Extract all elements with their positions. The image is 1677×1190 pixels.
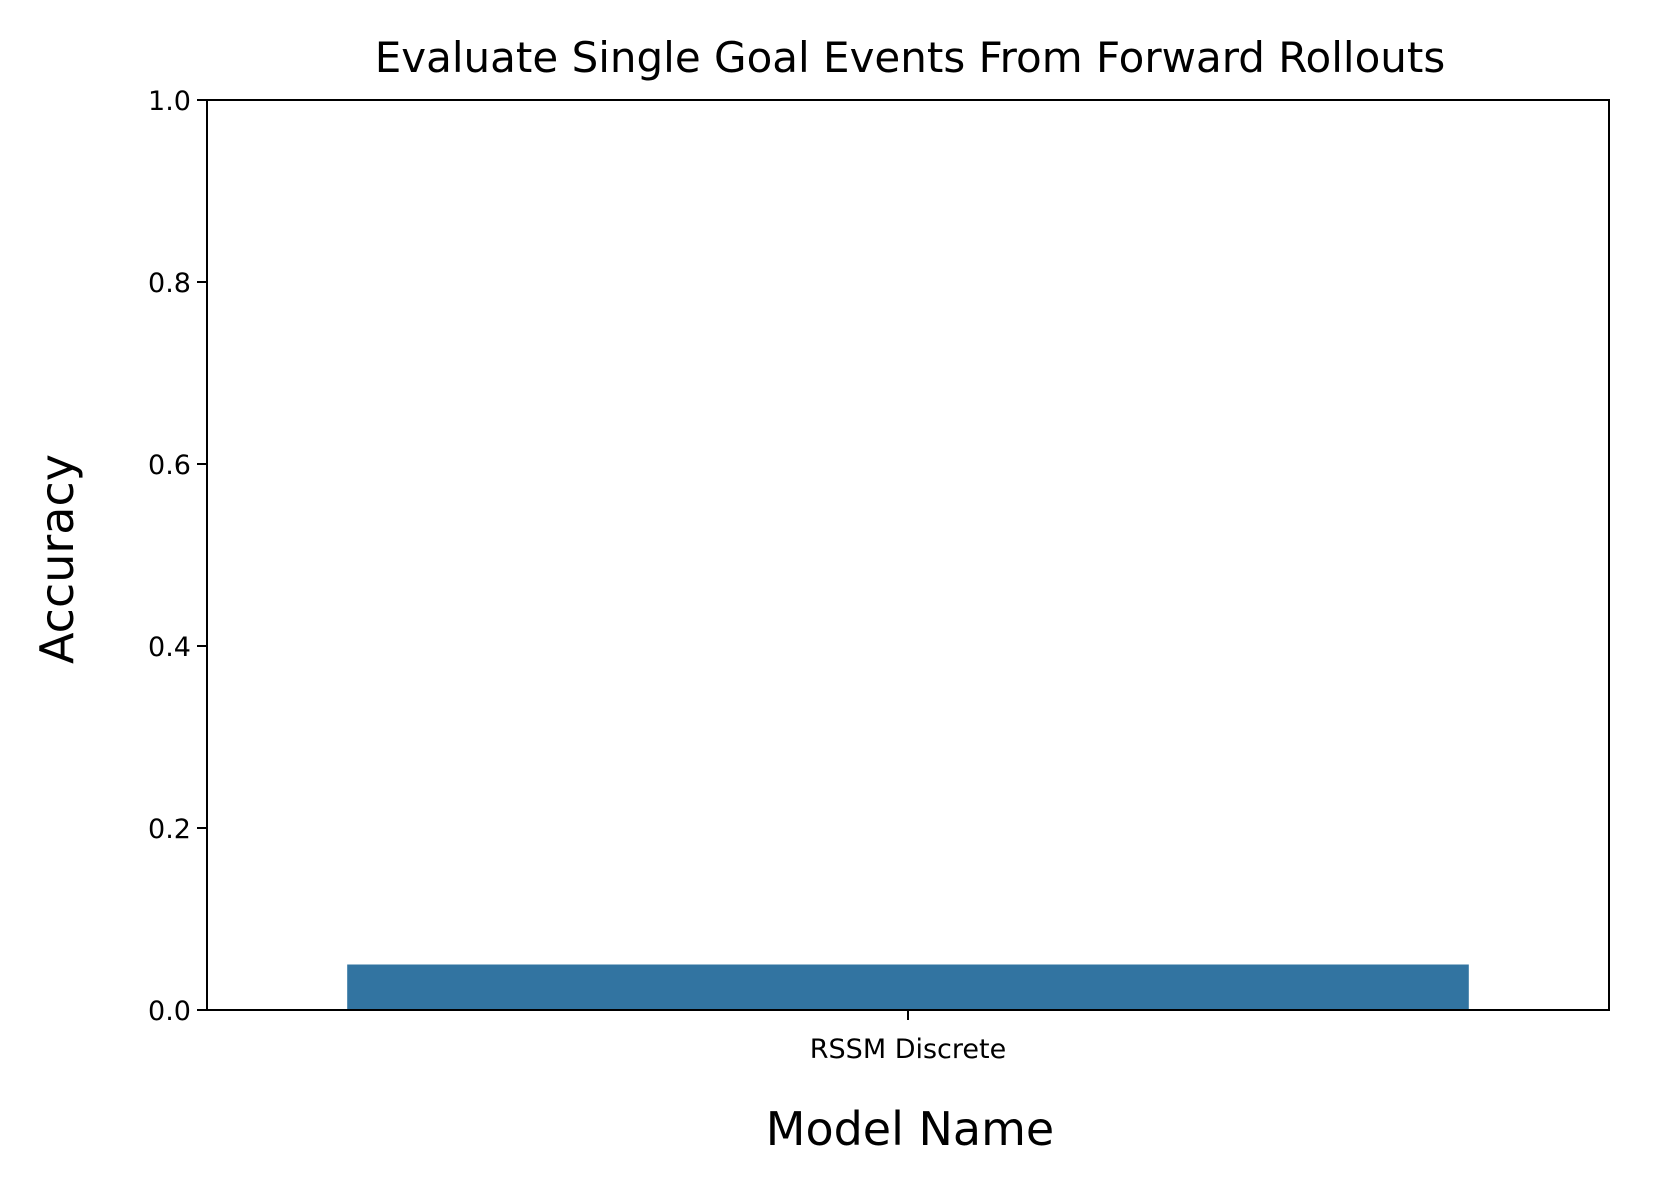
y-axis-label: Accuracy <box>30 454 84 664</box>
y-tick-label: 0.8 <box>148 268 191 299</box>
plot-area: RSSM Discrete 0.0 0.2 0.4 0.6 0.8 1.0 <box>148 86 1610 1065</box>
y-tick-label: 0.4 <box>148 632 191 663</box>
y-tick-label: 1.0 <box>148 86 191 117</box>
y-tick-label: 0.6 <box>148 450 191 481</box>
y-tick-label: 0.2 <box>148 814 191 845</box>
bar-rssm-discrete <box>347 964 1469 1010</box>
axes-frame <box>206 99 1610 1011</box>
x-axis-label: Model Name <box>766 1102 1054 1156</box>
y-tick-label: 0.0 <box>148 996 191 1027</box>
chart-title: Evaluate Single Goal Events From Forward… <box>375 33 1446 82</box>
x-tick-label: RSSM Discrete <box>810 1034 1006 1065</box>
